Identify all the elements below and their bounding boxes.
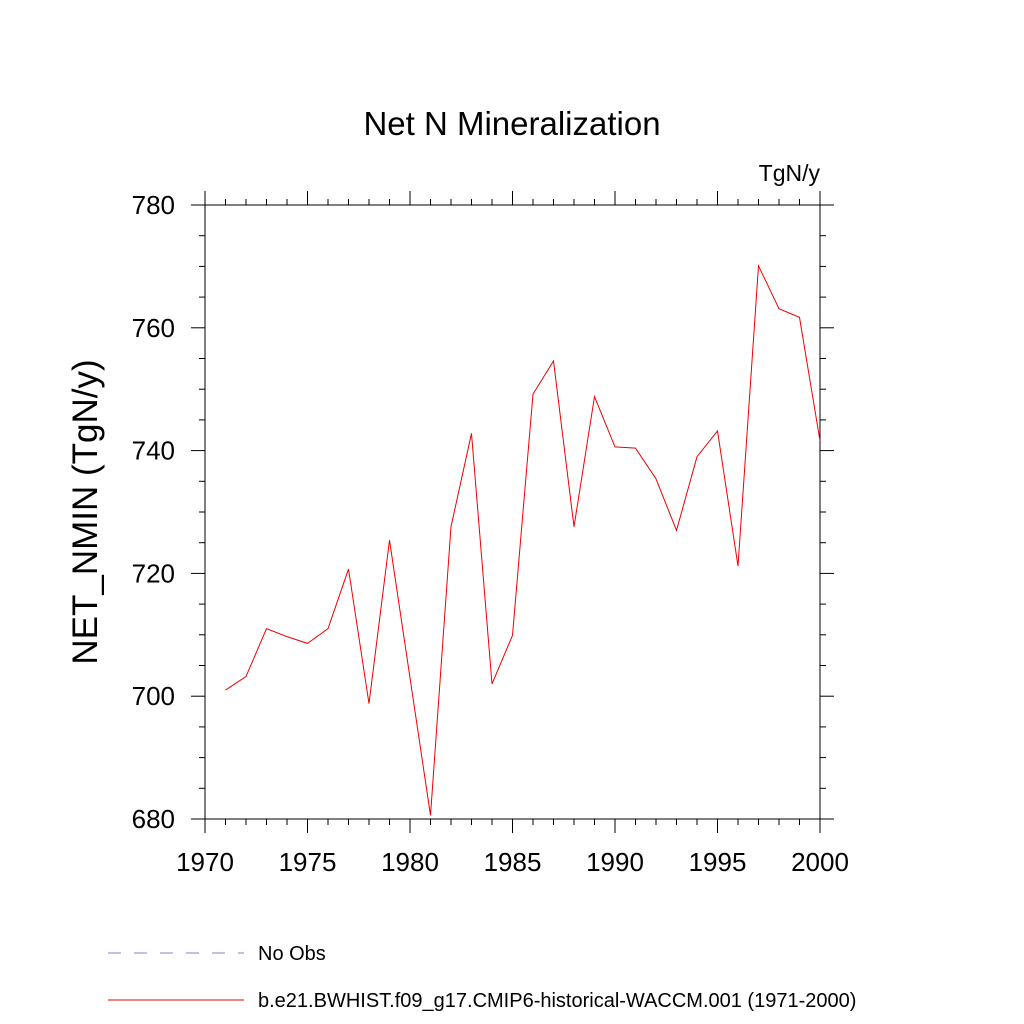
x-tick-label: 1990: [586, 847, 644, 877]
plot-border: [204, 204, 821, 820]
axis-ticks: [191, 191, 834, 833]
legend-label-no-obs: No Obs: [258, 943, 326, 965]
y-tick-label: 740: [132, 436, 175, 466]
series-layer: [225, 263, 821, 816]
legend-label-model: b.e21.BWHIST.f09_g17.CMIP6-historical-WA…: [258, 990, 856, 1012]
x-tick-label: 2000: [791, 847, 849, 877]
y-tick-label: 760: [132, 313, 175, 343]
y-tick-label: 700: [132, 681, 175, 711]
tick-labels: 1970 1975 1980 1985 1990 1995 2000 680 700 720 740…: [132, 190, 849, 877]
y-tick-label: 780: [132, 190, 175, 220]
x-tick-label: 1975: [279, 847, 337, 877]
x-tick-label: 1985: [484, 847, 542, 877]
units-label: TgN/y: [759, 160, 821, 186]
x-tick-label: 1980: [381, 847, 439, 877]
legend: No Obs b.e21.BWHIST.f09_g17.CMIP6-histor…: [108, 943, 856, 1012]
y-tick-label: 720: [132, 558, 175, 588]
x-tick-label: 1970: [176, 847, 234, 877]
y-tick-label: 680: [132, 804, 175, 834]
series-line-1: [225, 263, 821, 816]
plot-frame: [204, 204, 821, 820]
chart-title: Net N Mineralization: [363, 105, 660, 142]
x-tick-label: 1995: [689, 847, 747, 877]
y-axis-label: NET_NMIN (TgN/y): [66, 359, 105, 664]
